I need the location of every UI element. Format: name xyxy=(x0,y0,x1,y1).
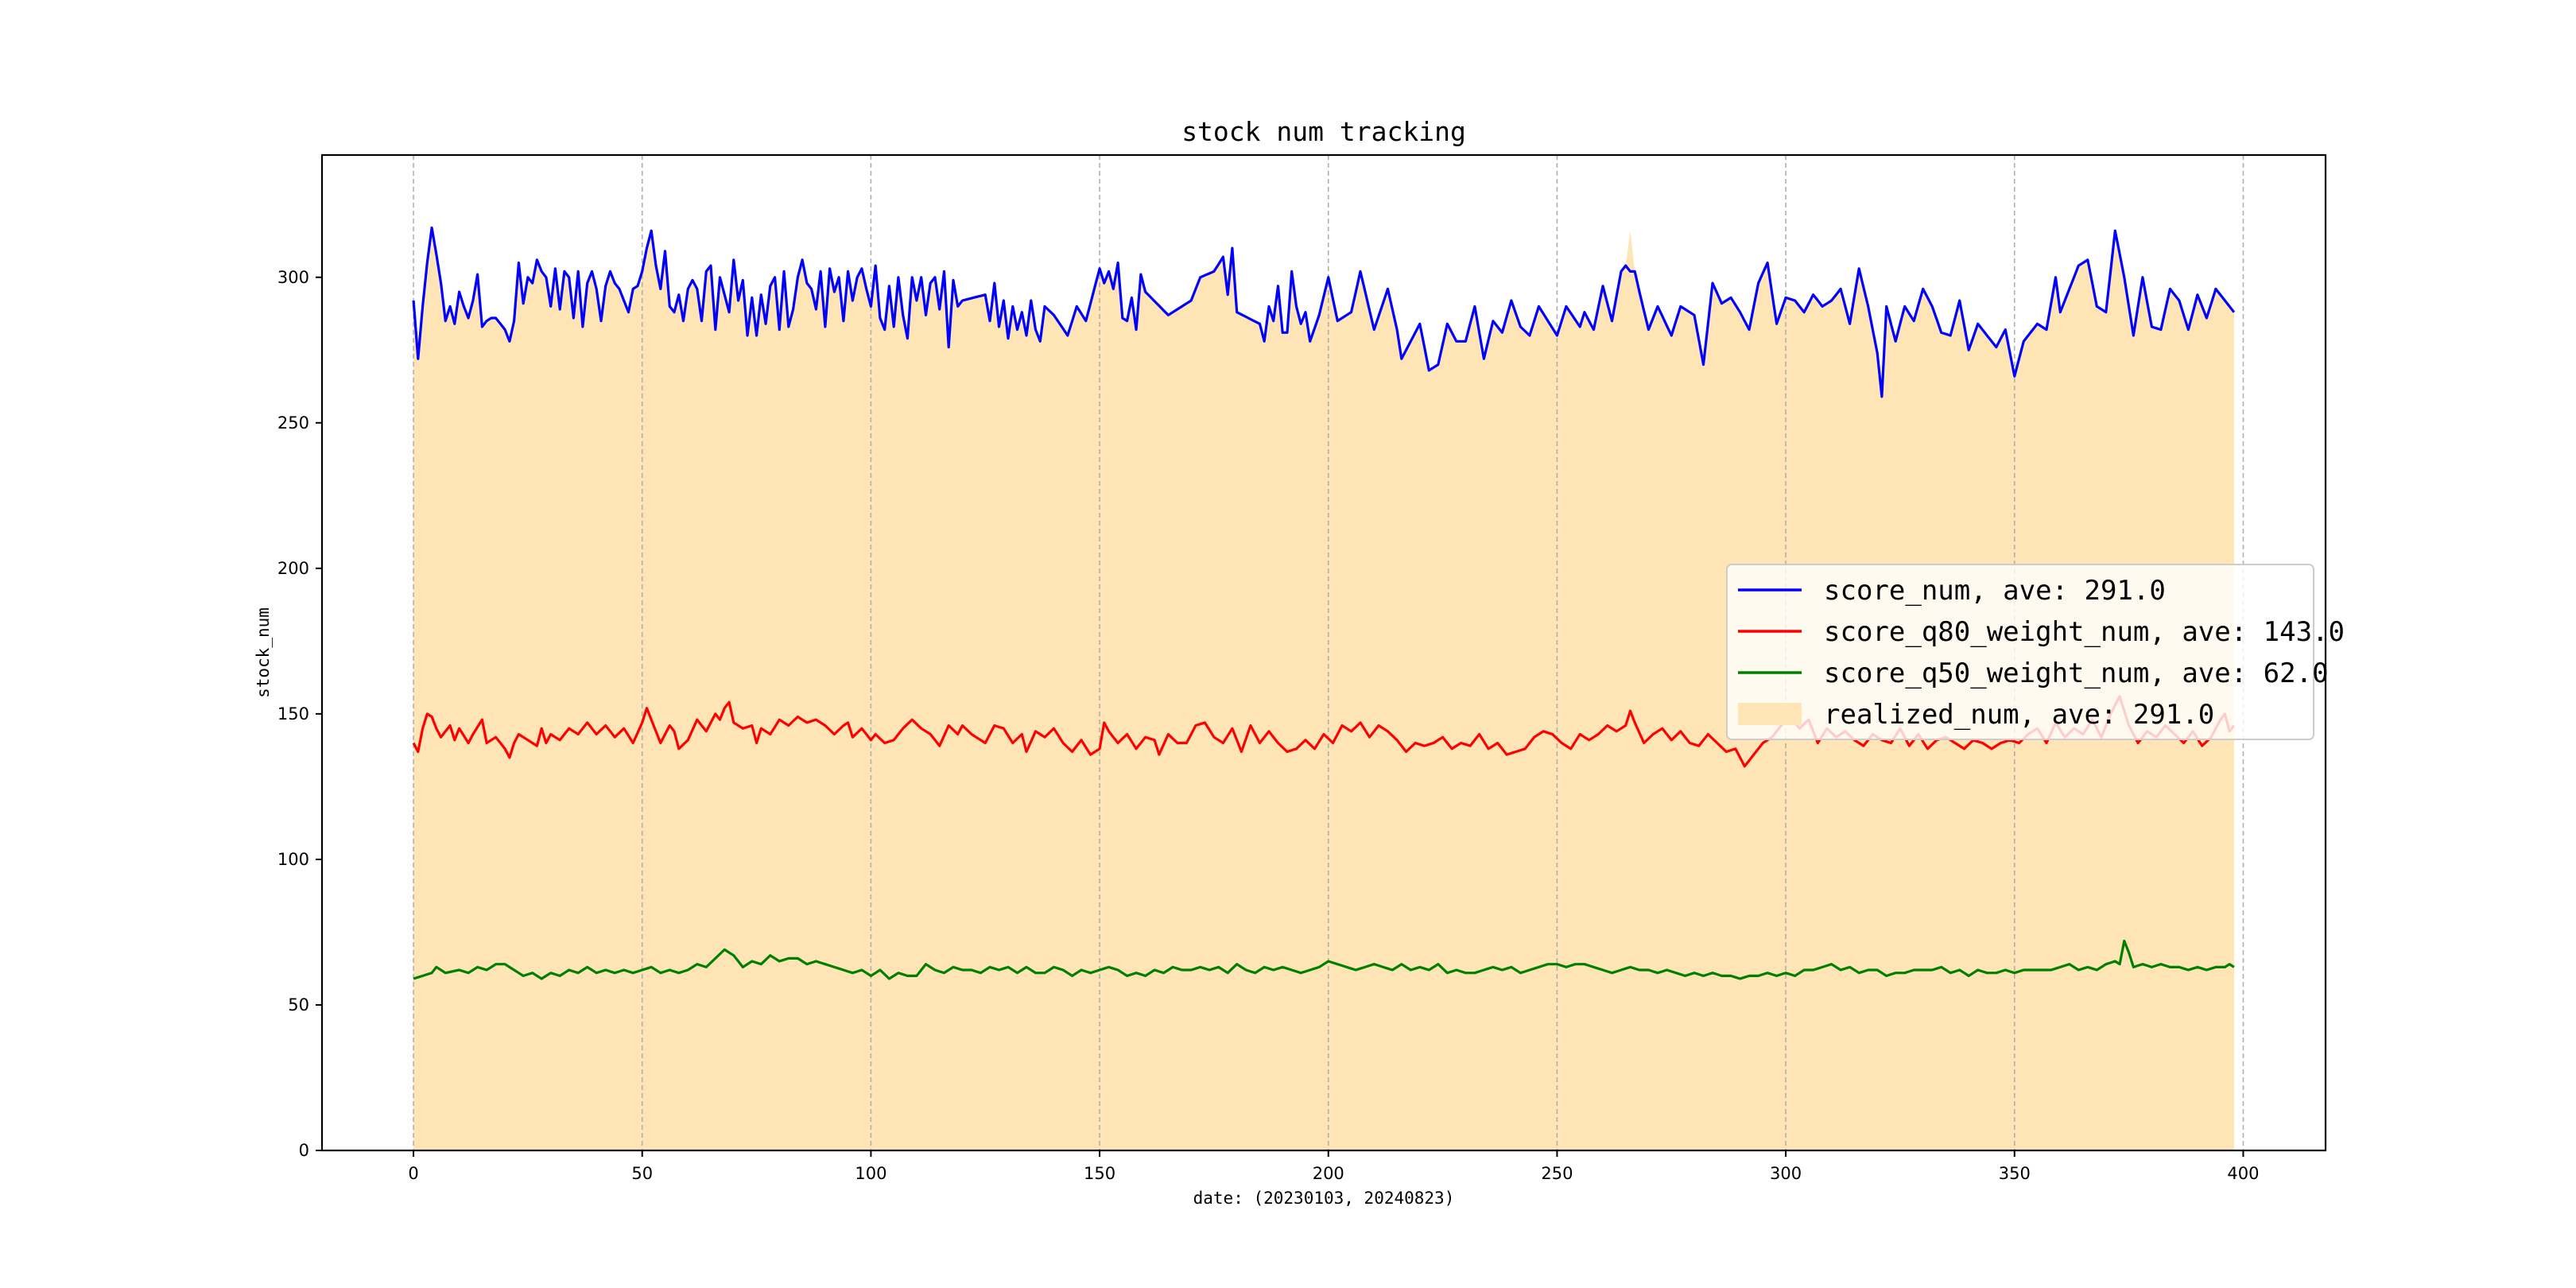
score-q80-line xyxy=(412,695,2236,768)
y-tick-label: 300 xyxy=(277,268,309,287)
x-tick-label: 100 xyxy=(855,1164,886,1183)
x-tick-label: 300 xyxy=(1770,1164,1802,1183)
legend-realized-num-swatch xyxy=(1738,703,1802,725)
plot-frame xyxy=(320,153,2327,1152)
y-tick-label: 100 xyxy=(277,850,309,869)
x-tick-label: 350 xyxy=(1999,1164,2031,1183)
score-num-line xyxy=(412,226,2236,398)
y-tick-label: 200 xyxy=(277,559,309,578)
y-tick-label: 150 xyxy=(277,704,309,724)
score-q50-line xyxy=(413,939,2235,980)
x-ticks: 0 50 100 150 200 250 300 350 400 xyxy=(408,1150,2259,1183)
legend-score-q80-label: score_q80_weight_num, ave: 143.0 xyxy=(1824,616,2345,648)
y-tick-label: 0 xyxy=(299,1141,309,1160)
realized-num-area xyxy=(413,227,2234,1150)
legend-realized-num-label: realized_num, ave: 291.0 xyxy=(1824,699,2214,731)
x-tick-label: 0 xyxy=(408,1164,418,1183)
y-ticks: 0 50 100 150 200 250 300 xyxy=(277,268,322,1160)
legend-box xyxy=(1726,564,2314,740)
x-axis-label: date: (20230103, 20240823) xyxy=(1193,1189,1455,1208)
y-tick-label: 50 xyxy=(288,995,309,1014)
chart-title: stock num tracking xyxy=(1181,116,1466,147)
y-tick-label: 250 xyxy=(277,413,309,433)
legend-score-num-label: score_num, ave: 291.0 xyxy=(1824,575,2166,607)
lines-layer xyxy=(412,226,2236,980)
x-tick-label: 150 xyxy=(1084,1164,1115,1183)
x-tick-label: 400 xyxy=(2227,1164,2259,1183)
legend-score-q50-label: score_q50_weight_num, ave: 62.0 xyxy=(1824,658,2329,689)
x-tick-label: 200 xyxy=(1313,1164,1344,1183)
realized-area-layer xyxy=(413,227,2234,1150)
legend: score_num, ave: 291.0 score_q80_weight_nu… xyxy=(1726,564,2345,740)
x-tick-label: 50 xyxy=(631,1164,653,1183)
x-tick-label: 250 xyxy=(1541,1164,1573,1183)
y-axis-label: stock_num xyxy=(254,607,273,698)
